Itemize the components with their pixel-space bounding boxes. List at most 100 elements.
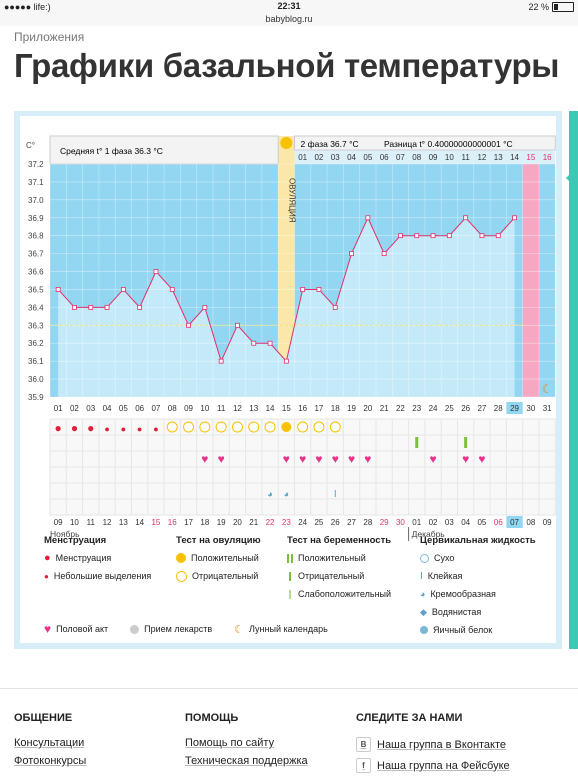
calendar-date: 08 xyxy=(526,518,535,527)
temp-point xyxy=(88,304,94,310)
calendar-date: 09 xyxy=(54,518,63,527)
calendar-date: 09 xyxy=(543,518,552,527)
sticky-icon: I xyxy=(334,489,337,500)
legend-menstruation: Менструация ● Менструация ● Небольшие выде… xyxy=(44,535,151,585)
footer-col-help: ПОМОЩЬ Помощь по сайту Техническая подде… xyxy=(185,712,308,773)
month-label: Ноябрь xyxy=(50,529,80,539)
x-day-label: 26 xyxy=(461,404,470,413)
calendar-date: 15 xyxy=(151,518,160,527)
ovulation-neg-icon xyxy=(183,421,195,433)
x-day-label: 12 xyxy=(233,404,242,413)
temp-point xyxy=(414,233,420,239)
ovulation-sun-icon xyxy=(280,137,293,149)
y-tick-label: 37.0 xyxy=(28,196,44,205)
calendar-date: 24 xyxy=(298,518,307,527)
legend-item: Положительный xyxy=(176,549,261,567)
ovulation-neg-icon xyxy=(231,421,243,433)
footer-divider xyxy=(0,688,578,689)
calendar-date: 04 xyxy=(461,518,470,527)
temp-point xyxy=(365,215,371,221)
battery-icon xyxy=(552,2,574,12)
facebook-icon: f xyxy=(356,758,371,773)
phase1-label: Средняя t° 1 фаза 36.3 °C xyxy=(60,146,163,156)
footer-link[interactable]: Фотоконкурсы xyxy=(14,755,87,767)
ovulation-neg-icon xyxy=(264,421,276,433)
calendar-date: 27 xyxy=(347,518,356,527)
footer-link-vk[interactable]: В Наша группа в Вконтакте xyxy=(356,737,510,752)
temp-point xyxy=(202,304,208,310)
x-day-label: 22 xyxy=(396,404,405,413)
url-bar[interactable]: babyblog.ru xyxy=(0,14,578,26)
temp-point xyxy=(267,340,273,346)
heart-icon: ♥ xyxy=(218,452,225,466)
cycle-day-label: 16 xyxy=(543,153,552,162)
x-day-label: 13 xyxy=(249,404,258,413)
side-arrow-icon[interactable] xyxy=(566,172,572,184)
clock: 22:31 xyxy=(277,1,301,11)
faint-bar-icon xyxy=(289,589,291,599)
calendar-date: 13 xyxy=(119,518,128,527)
double-bar-icon xyxy=(287,553,293,563)
footer-col-community: ОБЩЕНИЕ Консультации Фотоконкурсы xyxy=(14,712,86,773)
drop-icon: ● xyxy=(55,421,62,435)
legend-bottom: ♥ Половой акт Прием лекарств ☾ Лунный кале… xyxy=(44,620,328,638)
period-column xyxy=(522,164,539,397)
heart-icon: ♥ xyxy=(315,452,322,466)
footer-link-facebook[interactable]: f Наша группа на Фейсбуке xyxy=(356,758,510,773)
drop-icon: ● xyxy=(104,424,109,434)
calendar-date: 16 xyxy=(168,518,177,527)
y-tick-label: 36.5 xyxy=(28,285,44,294)
x-day-label: 20 xyxy=(363,404,372,413)
y-tick-label: 36.6 xyxy=(28,268,44,277)
heart-icon: ♥ xyxy=(201,452,208,466)
x-day-label: 19 xyxy=(347,404,356,413)
x-day-label: 31 xyxy=(543,404,552,413)
cycle-day-label: 06 xyxy=(380,153,389,162)
legend-item: Отрицательный xyxy=(287,567,391,585)
legend-item: ♥ Половой акт xyxy=(44,622,109,636)
y-tick-label: 37.1 xyxy=(28,178,44,187)
drop-icon: ● xyxy=(153,424,158,434)
x-day-label: 08 xyxy=(168,404,177,413)
legend-fluid: Цервикальная жидкость Сухо I Клейкая ◕ Кре… xyxy=(420,535,536,639)
legend-title: Цервикальная жидкость xyxy=(420,535,536,546)
temp-point xyxy=(283,358,289,364)
footer-link[interactable]: Техническая поддержка xyxy=(185,755,308,767)
moon-icon: ☾ xyxy=(234,623,245,636)
calendar-date: 01 xyxy=(412,518,421,527)
x-day-label: 18 xyxy=(331,404,340,413)
x-day-label: 06 xyxy=(135,404,144,413)
x-day-label: 21 xyxy=(380,404,389,413)
y-tick-label: 36.7 xyxy=(28,250,44,259)
ovulation-label: ОВУЛЯЦИЯ xyxy=(287,178,296,223)
x-day-label: 03 xyxy=(86,404,95,413)
side-accent-bar xyxy=(569,111,578,649)
calendar-date: 12 xyxy=(103,518,112,527)
y-tick-label: 36.4 xyxy=(28,303,44,312)
temp-point xyxy=(316,287,322,292)
calendar-date: 26 xyxy=(331,518,340,527)
post-ov-header xyxy=(294,150,556,164)
x-day-label: 15 xyxy=(282,404,291,413)
x-day-label: 02 xyxy=(70,404,79,413)
footer-link[interactable]: Консультации xyxy=(14,737,85,749)
footer-heading: СЛЕДИТЕ ЗА НАМИ xyxy=(356,712,463,724)
ovulation-neg-icon xyxy=(297,421,309,433)
temp-point xyxy=(218,358,224,364)
footer-link[interactable]: Помощь по сайту xyxy=(185,737,275,749)
calendar-date: 22 xyxy=(266,518,275,527)
calendar-date: 25 xyxy=(314,518,323,527)
legend-item: ☾ Лунный календарь xyxy=(234,623,328,636)
breadcrumb[interactable]: Приложения xyxy=(14,30,85,44)
temp-point xyxy=(235,322,240,328)
legend-item: ◕ Кремообразная xyxy=(420,589,496,599)
drop-icon: ● xyxy=(121,424,126,434)
dry-icon xyxy=(420,553,429,563)
ovulation-neg-icon xyxy=(248,421,260,433)
phase1-box xyxy=(49,135,279,165)
ovulation-neg-icon xyxy=(313,421,325,433)
temp-area xyxy=(58,217,515,397)
y-tick-label: 35.9 xyxy=(28,393,44,402)
vk-icon: В xyxy=(356,737,371,752)
ovulation-neg-icon xyxy=(215,421,227,433)
